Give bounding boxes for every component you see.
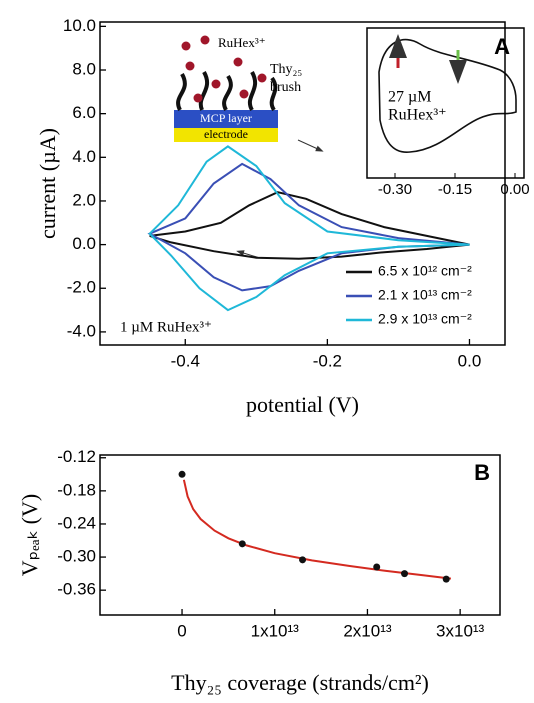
annotation: 1 µM RuHex³⁺ <box>120 319 212 335</box>
legend-label: 6.5 x 10¹² cm⁻² <box>378 263 472 279</box>
y-tick-label: 10.0 <box>63 16 96 35</box>
data-point <box>178 470 186 478</box>
inset-x-tick-label: 0.00 <box>500 181 529 198</box>
y-tick-label: -0.24 <box>57 513 96 532</box>
x-tick-label: 0.0 <box>458 351 482 370</box>
inset-annotation: RuHex³⁺ <box>388 107 447 124</box>
y-tick-label: -0.12 <box>57 447 96 466</box>
y-tick-label: -0.30 <box>57 547 96 566</box>
y-tick-label: 6.0 <box>72 103 96 122</box>
x-tick-label: 1x10¹³ <box>251 621 300 640</box>
data-point <box>299 556 307 564</box>
inset-x-tick-label: -0.30 <box>378 181 412 198</box>
annotation: MCP layer <box>200 111 252 125</box>
inset-annotation: 27 µM <box>388 89 431 106</box>
cv-curve <box>149 191 470 260</box>
y-tick-label: 2.0 <box>72 190 96 209</box>
data-point <box>373 563 381 571</box>
inset-x-tick-label: -0.15 <box>438 181 472 198</box>
y-tick-label: -4.0 <box>67 321 96 340</box>
annotation: brush <box>270 80 301 95</box>
brush-strands <box>176 71 278 112</box>
data-point <box>238 540 246 548</box>
annotation: Thy₂₅ <box>270 62 302 77</box>
x-axis-title: Thy₂₅ coverage (strands/cm²) <box>171 670 429 695</box>
scan-arrow <box>297 139 324 152</box>
y-tick-label: 8.0 <box>72 59 96 78</box>
plot-frame <box>99 21 506 346</box>
y-tick-label: -0.18 <box>57 480 96 499</box>
inset-curve <box>378 38 517 153</box>
panel-label: A <box>494 34 510 59</box>
x-tick-label: 2x10¹³ <box>343 621 392 640</box>
schematic <box>174 35 278 142</box>
electrode <box>174 128 278 142</box>
annotation: RuHex³⁺ <box>218 35 266 50</box>
y-axis-title: Vₚₑₐₖ (V) <box>17 494 42 576</box>
annotation: electrode <box>204 127 248 141</box>
legend-label: 2.9 x 10¹³ cm⁻² <box>378 311 472 327</box>
legend-label: 2.1 x 10¹³ cm⁻² <box>378 287 472 303</box>
cv-curve <box>148 145 470 312</box>
x-tick-label: -0.4 <box>171 351 200 370</box>
data-point <box>401 570 409 578</box>
y-tick-label: 0.0 <box>72 234 96 253</box>
y-tick-label: -2.0 <box>67 278 96 297</box>
y-tick-label: -0.36 <box>57 580 96 599</box>
x-axis-title: potential (V) <box>246 392 359 417</box>
y-tick-label: 4.0 <box>72 147 96 166</box>
plot-frame <box>99 454 501 616</box>
panel-label: B <box>474 460 490 485</box>
fit-curve <box>182 479 452 580</box>
ruhex-dots <box>181 35 267 103</box>
x-tick-label: -0.2 <box>313 351 342 370</box>
y-axis-title: current (µA) <box>35 128 60 239</box>
mcp-layer <box>174 110 278 128</box>
x-tick-label: 3x10¹³ <box>436 621 485 640</box>
x-tick-label: 0 <box>177 621 186 640</box>
data-point <box>442 575 450 583</box>
